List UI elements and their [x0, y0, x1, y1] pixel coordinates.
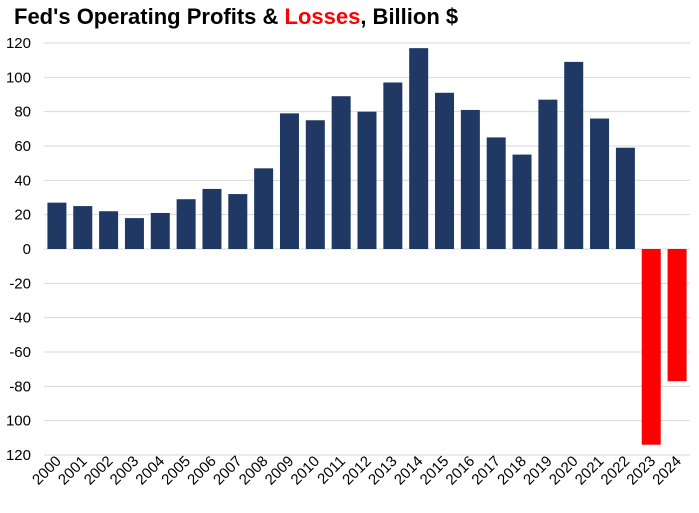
- title-profits: Fed's Operating Profits &: [14, 4, 285, 29]
- bar-2015: [435, 92, 455, 250]
- bar-2002: [99, 211, 119, 249]
- bar-2023: [641, 249, 661, 445]
- bar-2021: [590, 118, 610, 250]
- y-tick-label: 0: [23, 241, 31, 258]
- x-tick-label: 2024: [649, 453, 685, 489]
- bar-2000: [47, 202, 67, 249]
- y-axis-ticks: 120 100 80 60 40 20 0 -20 -40 -60 -80 100 120: [6, 35, 31, 464]
- bar-2004: [150, 212, 170, 249]
- bar-2005: [176, 199, 196, 249]
- y-tick-label: 120: [6, 35, 31, 52]
- y-tick-label: -40: [9, 310, 31, 327]
- x-axis-ticks: 2000200120022003200420052006200720082009…: [29, 453, 685, 489]
- bar-2001: [73, 206, 93, 249]
- bar-2016: [460, 109, 480, 249]
- bar-2019: [538, 99, 558, 250]
- bar-2007: [228, 194, 248, 249]
- y-tick-label: -80: [9, 378, 31, 395]
- bar-2022: [615, 147, 635, 249]
- y-tick-label: 120: [6, 447, 31, 464]
- bar-2013: [383, 82, 403, 249]
- y-tick-label: 60: [14, 138, 31, 155]
- y-tick-label: 80: [14, 104, 31, 121]
- y-tick-label: 20: [14, 207, 31, 224]
- bar-2009: [279, 113, 299, 249]
- bar-2008: [254, 168, 274, 249]
- bar-2010: [305, 120, 325, 249]
- bar-2014: [409, 48, 429, 250]
- x-tick-label: 2011: [314, 453, 349, 488]
- bar-2006: [202, 188, 222, 249]
- bar-2024: [667, 249, 687, 382]
- bar-2003: [124, 218, 144, 249]
- y-tick-label: 40: [14, 172, 31, 189]
- chart-title: Fed's Operating Profits & Losses, Billio…: [14, 4, 458, 30]
- y-tick-label: 100: [6, 69, 31, 86]
- bar-2017: [486, 137, 506, 249]
- title-billion: , Billion $: [360, 4, 459, 29]
- bar-2020: [564, 61, 584, 250]
- bars: [47, 48, 687, 445]
- bar-2012: [357, 111, 377, 250]
- y-tick-label: 100: [6, 413, 31, 430]
- y-tick-label: -60: [9, 344, 31, 361]
- bar-2018: [512, 154, 532, 249]
- title-losses: Losses: [284, 4, 361, 29]
- y-tick-label: -20: [9, 275, 31, 292]
- bar-2011: [331, 96, 351, 249]
